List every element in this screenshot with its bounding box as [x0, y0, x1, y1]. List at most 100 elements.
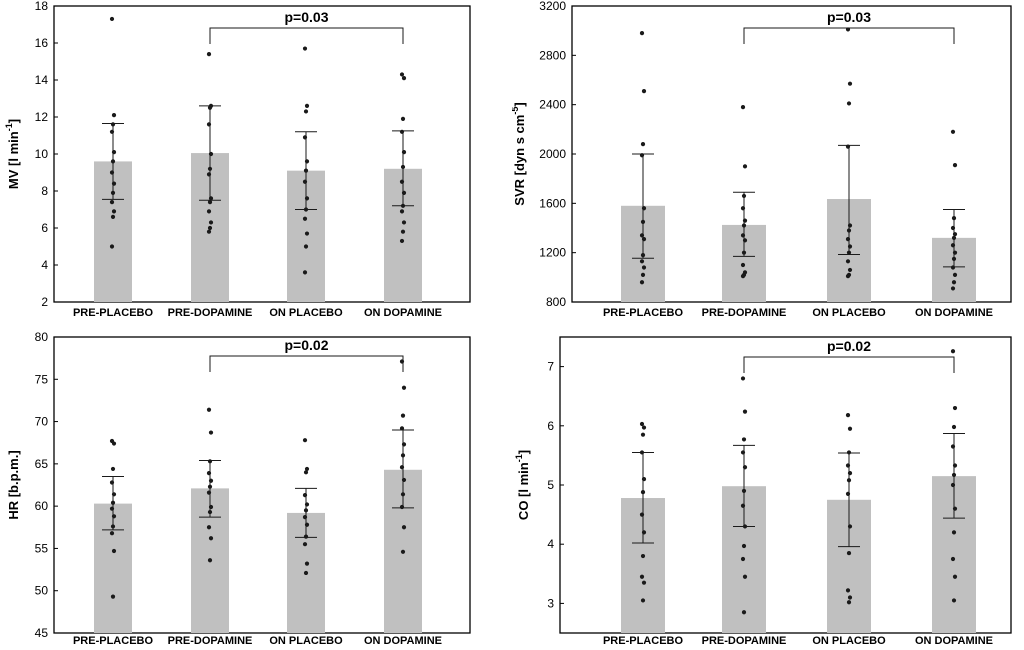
- data-point: [845, 144, 851, 149]
- data-point: [845, 491, 851, 496]
- data-point: [952, 232, 958, 237]
- category-label: ON PLACEBO: [269, 635, 343, 647]
- significance-label: p=0.03: [285, 9, 329, 25]
- data-point: [400, 203, 406, 208]
- data-point: [111, 113, 117, 118]
- data-point: [639, 512, 645, 517]
- data-point: [208, 430, 214, 435]
- category-label: ON DOPAMINE: [915, 307, 993, 319]
- y-tick-label: 8: [41, 184, 48, 198]
- data-point: [401, 442, 407, 447]
- data-point: [110, 524, 116, 529]
- data-point: [846, 450, 852, 455]
- data-point: [741, 543, 747, 549]
- significance-bracket: [743, 356, 955, 373]
- data-point: [845, 237, 851, 242]
- data-point: [952, 405, 958, 411]
- y-tick-label: 2000: [539, 147, 566, 161]
- data-point: [110, 159, 116, 164]
- data-point: [109, 531, 115, 536]
- data-point: [846, 228, 852, 233]
- y-tick-label: 4: [547, 537, 554, 551]
- data-point: [846, 478, 852, 483]
- category-label: PRE-PLACEBO: [73, 307, 154, 319]
- data-point: [640, 219, 646, 224]
- data-point: [207, 509, 213, 515]
- data-point: [303, 168, 309, 173]
- data-point: [742, 164, 748, 169]
- data-point: [847, 81, 853, 86]
- data-point: [401, 76, 407, 81]
- data-point: [208, 196, 214, 201]
- data-point: [303, 470, 309, 475]
- category-label: PRE-PLACEBO: [603, 307, 684, 319]
- data-point: [400, 164, 406, 170]
- data-point: [399, 238, 405, 244]
- data-point: [951, 256, 957, 261]
- y-tick-label: 55: [35, 541, 49, 555]
- data-point: [950, 556, 956, 562]
- y-tick-label: 2800: [539, 48, 566, 62]
- category-label: ON DOPAMINE: [915, 635, 993, 647]
- data-point: [639, 574, 645, 579]
- data-point: [303, 534, 309, 539]
- data-point: [400, 116, 406, 121]
- y-axis-label-main: CO [l min: [516, 462, 531, 520]
- data-point: [207, 484, 213, 489]
- data-point: [111, 181, 117, 186]
- data-point: [742, 218, 748, 223]
- data-point: [208, 151, 214, 157]
- data-point: [741, 437, 747, 442]
- data-point: [951, 280, 957, 285]
- y-tick-label: 12: [35, 110, 49, 124]
- data-point: [206, 229, 212, 234]
- data-point: [846, 101, 852, 106]
- data-point: [640, 272, 646, 277]
- y-tick-label: 1200: [539, 246, 566, 260]
- data-point: [741, 610, 747, 615]
- data-point: [640, 253, 646, 258]
- data-point: [207, 105, 213, 110]
- data-point: [304, 103, 310, 108]
- data-point: [110, 594, 116, 599]
- y-axis-label-exponent: -5: [512, 107, 520, 115]
- data-point: [302, 135, 308, 140]
- data-point: [639, 421, 645, 427]
- data-point: [950, 225, 956, 231]
- data-point: [950, 444, 956, 449]
- data-point: [401, 150, 407, 155]
- data-point: [399, 504, 405, 510]
- data-point: [950, 286, 956, 291]
- data-point: [401, 220, 407, 225]
- data-point: [641, 89, 647, 94]
- data-point: [641, 530, 647, 535]
- category-label: PRE-PLACEBO: [73, 635, 154, 647]
- data-point: [740, 503, 746, 508]
- data-point: [206, 209, 212, 214]
- data-point: [742, 238, 748, 243]
- category-label: PRE-PLACEBO: [603, 635, 684, 647]
- data-point: [207, 459, 213, 464]
- data-point: [304, 159, 310, 164]
- data-point: [951, 598, 957, 603]
- data-point: [207, 200, 213, 205]
- data-point: [401, 477, 407, 483]
- y-tick-label: 60: [35, 499, 49, 513]
- y-axis-label-close: ]: [512, 102, 527, 106]
- data-point: [950, 243, 956, 248]
- data-point: [740, 262, 746, 268]
- data-point: [846, 600, 852, 605]
- data-point: [207, 225, 213, 231]
- data-point: [950, 129, 956, 134]
- data-point: [206, 490, 212, 495]
- data-point: [640, 553, 646, 559]
- data-point: [639, 31, 645, 36]
- data-point: [641, 580, 647, 585]
- data-point: [111, 441, 117, 446]
- data-point: [847, 267, 853, 273]
- data-point: [208, 478, 214, 483]
- data-point: [302, 493, 308, 498]
- plot-frame: [53, 336, 471, 634]
- data-point: [304, 466, 310, 472]
- data-point: [401, 385, 407, 390]
